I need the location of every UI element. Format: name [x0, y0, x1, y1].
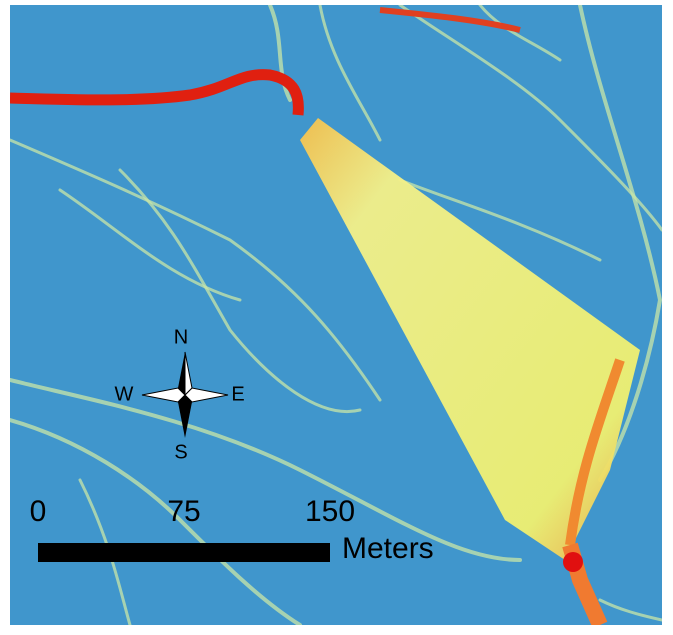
- compass-label: S: [174, 441, 187, 463]
- debris-fan: [300, 118, 640, 560]
- outlet-hotspot: [563, 552, 583, 572]
- compass-needle: [178, 395, 192, 438]
- streams: [10, 5, 662, 625]
- compass-label: W: [115, 383, 134, 405]
- scale-label: 0: [30, 495, 47, 528]
- compass-label: E: [231, 383, 244, 405]
- compass-label: N: [174, 326, 188, 348]
- compass-rose: N S W E: [115, 326, 245, 463]
- scale-bar: Meters 0 75 150: [30, 495, 434, 565]
- river: [10, 69, 304, 116]
- compass-needle: [184, 351, 193, 397]
- map-image: [10, 5, 662, 625]
- scale-unit: Meters: [342, 532, 434, 565]
- scale-label: 150: [305, 495, 355, 528]
- river-upper: [379, 7, 521, 33]
- scale-label: 75: [167, 495, 200, 528]
- scale-bar-rect: [38, 543, 330, 562]
- channel: [565, 358, 625, 546]
